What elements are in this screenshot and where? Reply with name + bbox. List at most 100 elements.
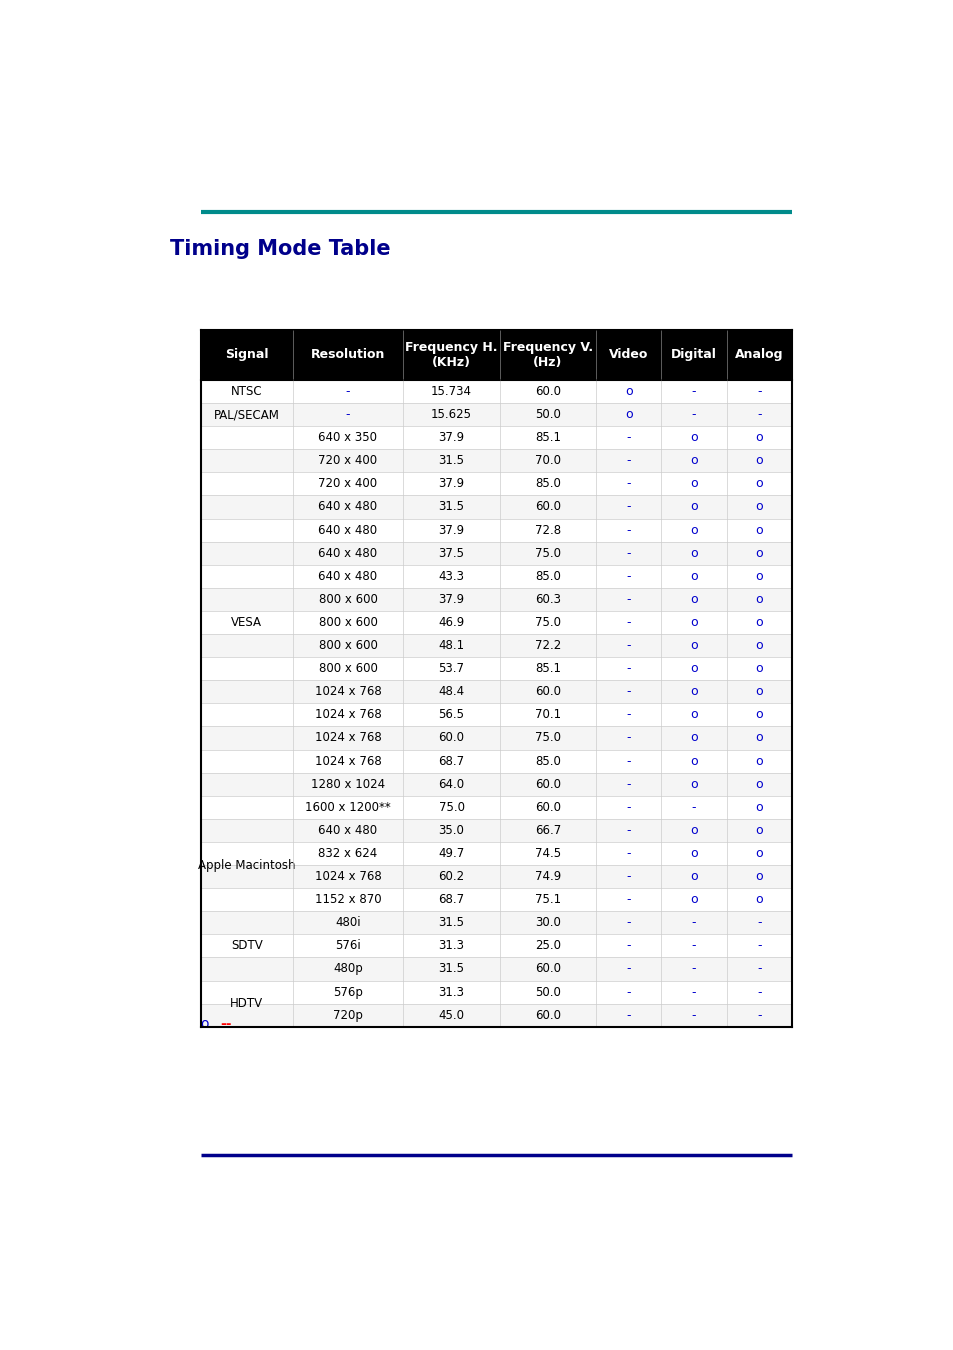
Text: o: o	[689, 709, 697, 721]
Bar	[200, 379, 791, 404]
Text: 15.625: 15.625	[431, 408, 472, 421]
Text: o: o	[689, 662, 697, 675]
Text: 60.0: 60.0	[535, 501, 560, 513]
Text: o: o	[755, 593, 762, 606]
Text: -: -	[691, 963, 696, 976]
Text: o: o	[689, 501, 697, 513]
Text: 75.0: 75.0	[535, 616, 560, 629]
Text: 70.0: 70.0	[535, 454, 560, 467]
Text: -: -	[626, 454, 630, 467]
Text: 31.5: 31.5	[438, 501, 464, 513]
Text: o: o	[755, 501, 762, 513]
Text: 74.5: 74.5	[535, 846, 560, 860]
Text: -: -	[691, 385, 696, 398]
Text: 60.0: 60.0	[535, 801, 560, 814]
Text: 1152 x 870: 1152 x 870	[314, 894, 381, 906]
Text: 60.0: 60.0	[535, 778, 560, 791]
Text: -: -	[691, 801, 696, 814]
Bar	[200, 911, 791, 934]
Text: o: o	[755, 570, 762, 583]
Text: -: -	[691, 940, 696, 952]
Text: 640 x 480: 640 x 480	[318, 824, 377, 837]
Text: 60.0: 60.0	[535, 963, 560, 976]
Text: 66.7: 66.7	[535, 824, 560, 837]
Bar	[200, 450, 791, 472]
Text: -: -	[757, 940, 760, 952]
Text: 85.0: 85.0	[535, 755, 560, 768]
Text: -: -	[626, 1008, 630, 1022]
Text: 1024 x 768: 1024 x 768	[314, 732, 381, 744]
Text: o: o	[689, 869, 697, 883]
Bar	[200, 564, 791, 587]
Text: Analog: Analog	[734, 348, 782, 362]
Text: -: -	[626, 686, 630, 698]
Text: -: -	[626, 639, 630, 652]
Text: 48.4: 48.4	[438, 686, 464, 698]
Text: 56.5: 56.5	[438, 709, 464, 721]
Text: o: o	[689, 732, 697, 744]
Text: 800 x 600: 800 x 600	[318, 662, 377, 675]
Bar	[200, 612, 791, 634]
Text: 37.9: 37.9	[438, 478, 464, 490]
Text: -: -	[626, 963, 630, 976]
Text: Video: Video	[608, 348, 648, 362]
Text: o: o	[689, 616, 697, 629]
Bar	[200, 749, 791, 772]
Bar	[200, 865, 791, 888]
Text: o: o	[755, 755, 762, 768]
Text: 85.1: 85.1	[535, 431, 560, 444]
Text: Digital: Digital	[670, 348, 717, 362]
Text: 43.3: 43.3	[438, 570, 464, 583]
Text: o: o	[755, 639, 762, 652]
Text: o: o	[755, 801, 762, 814]
Text: 800 x 600: 800 x 600	[318, 593, 377, 606]
Text: 53.7: 53.7	[438, 662, 464, 675]
Text: -: -	[626, 501, 630, 513]
Bar	[200, 819, 791, 842]
Text: HDTV: HDTV	[230, 998, 263, 1010]
Text: o: o	[689, 454, 697, 467]
Text: 72.2: 72.2	[535, 639, 560, 652]
Text: Apple Macintosh: Apple Macintosh	[197, 859, 295, 872]
Text: -: -	[626, 431, 630, 444]
Bar	[200, 472, 791, 495]
Text: o: o	[624, 385, 632, 398]
Text: o: o	[755, 431, 762, 444]
Text: -: -	[626, 570, 630, 583]
Bar	[200, 795, 791, 819]
Text: o: o	[755, 846, 762, 860]
Text: 720p: 720p	[333, 1008, 362, 1022]
Text: 49.7: 49.7	[438, 846, 464, 860]
Text: 1024 x 768: 1024 x 768	[314, 709, 381, 721]
Bar	[200, 518, 791, 541]
Bar	[200, 934, 791, 957]
Bar	[200, 703, 791, 726]
Text: 576p: 576p	[333, 986, 362, 999]
Text: 60.0: 60.0	[535, 1008, 560, 1022]
Text: 640 x 480: 640 x 480	[318, 570, 377, 583]
Bar	[200, 842, 791, 865]
Text: o: o	[689, 570, 697, 583]
Text: o: o	[689, 824, 697, 837]
Text: -: -	[757, 963, 760, 976]
Text: o: o	[755, 454, 762, 467]
Text: -: -	[691, 1008, 696, 1022]
Text: 85.1: 85.1	[535, 662, 560, 675]
Bar	[200, 957, 791, 980]
Text: 800 x 600: 800 x 600	[318, 639, 377, 652]
Text: 31.5: 31.5	[438, 963, 464, 976]
Text: 31.5: 31.5	[438, 917, 464, 929]
Bar	[200, 980, 791, 1003]
Text: 832 x 624: 832 x 624	[318, 846, 377, 860]
Text: -: -	[626, 478, 630, 490]
Text: Frequency H.
(KHz): Frequency H. (KHz)	[405, 342, 497, 369]
Text: 720 x 400: 720 x 400	[318, 454, 377, 467]
Text: o: o	[689, 755, 697, 768]
Text: 31.3: 31.3	[438, 940, 464, 952]
Text: 50.0: 50.0	[535, 986, 560, 999]
Text: 480p: 480p	[333, 963, 362, 976]
Text: 60.0: 60.0	[438, 732, 464, 744]
Text: 60.2: 60.2	[438, 869, 464, 883]
Text: 31.3: 31.3	[438, 986, 464, 999]
Text: o: o	[689, 478, 697, 490]
